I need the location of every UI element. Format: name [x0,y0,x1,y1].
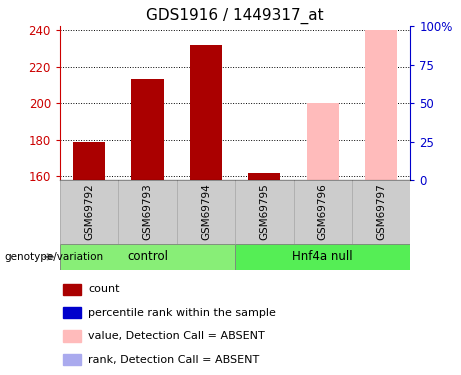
Bar [131,80,164,180]
Bar [365,30,397,180]
Text: GSM69797: GSM69797 [376,183,386,240]
Text: control: control [127,251,168,263]
Text: count: count [88,284,119,294]
Text: GSM69793: GSM69793 [142,183,153,240]
Text: GSM69794: GSM69794 [201,183,211,240]
Text: rank, Detection Call = ABSENT: rank, Detection Call = ABSENT [88,354,259,364]
Bar [73,142,105,180]
Text: genotype/variation: genotype/variation [5,252,104,262]
Text: GSM69795: GSM69795 [259,183,269,240]
Title: GDS1916 / 1449317_at: GDS1916 / 1449317_at [146,7,324,24]
Bar [64,354,81,365]
Text: GSM69792: GSM69792 [84,183,94,240]
Text: GSM69796: GSM69796 [318,183,328,240]
Text: Hnf4a null: Hnf4a null [292,251,353,263]
Bar [64,307,81,318]
Text: value, Detection Call = ABSENT: value, Detection Call = ABSENT [88,331,265,341]
Bar [190,45,222,180]
Bar [248,172,280,180]
Bar [64,330,81,342]
Bar [307,103,339,180]
Text: percentile rank within the sample: percentile rank within the sample [88,308,276,318]
Bar [64,284,81,295]
